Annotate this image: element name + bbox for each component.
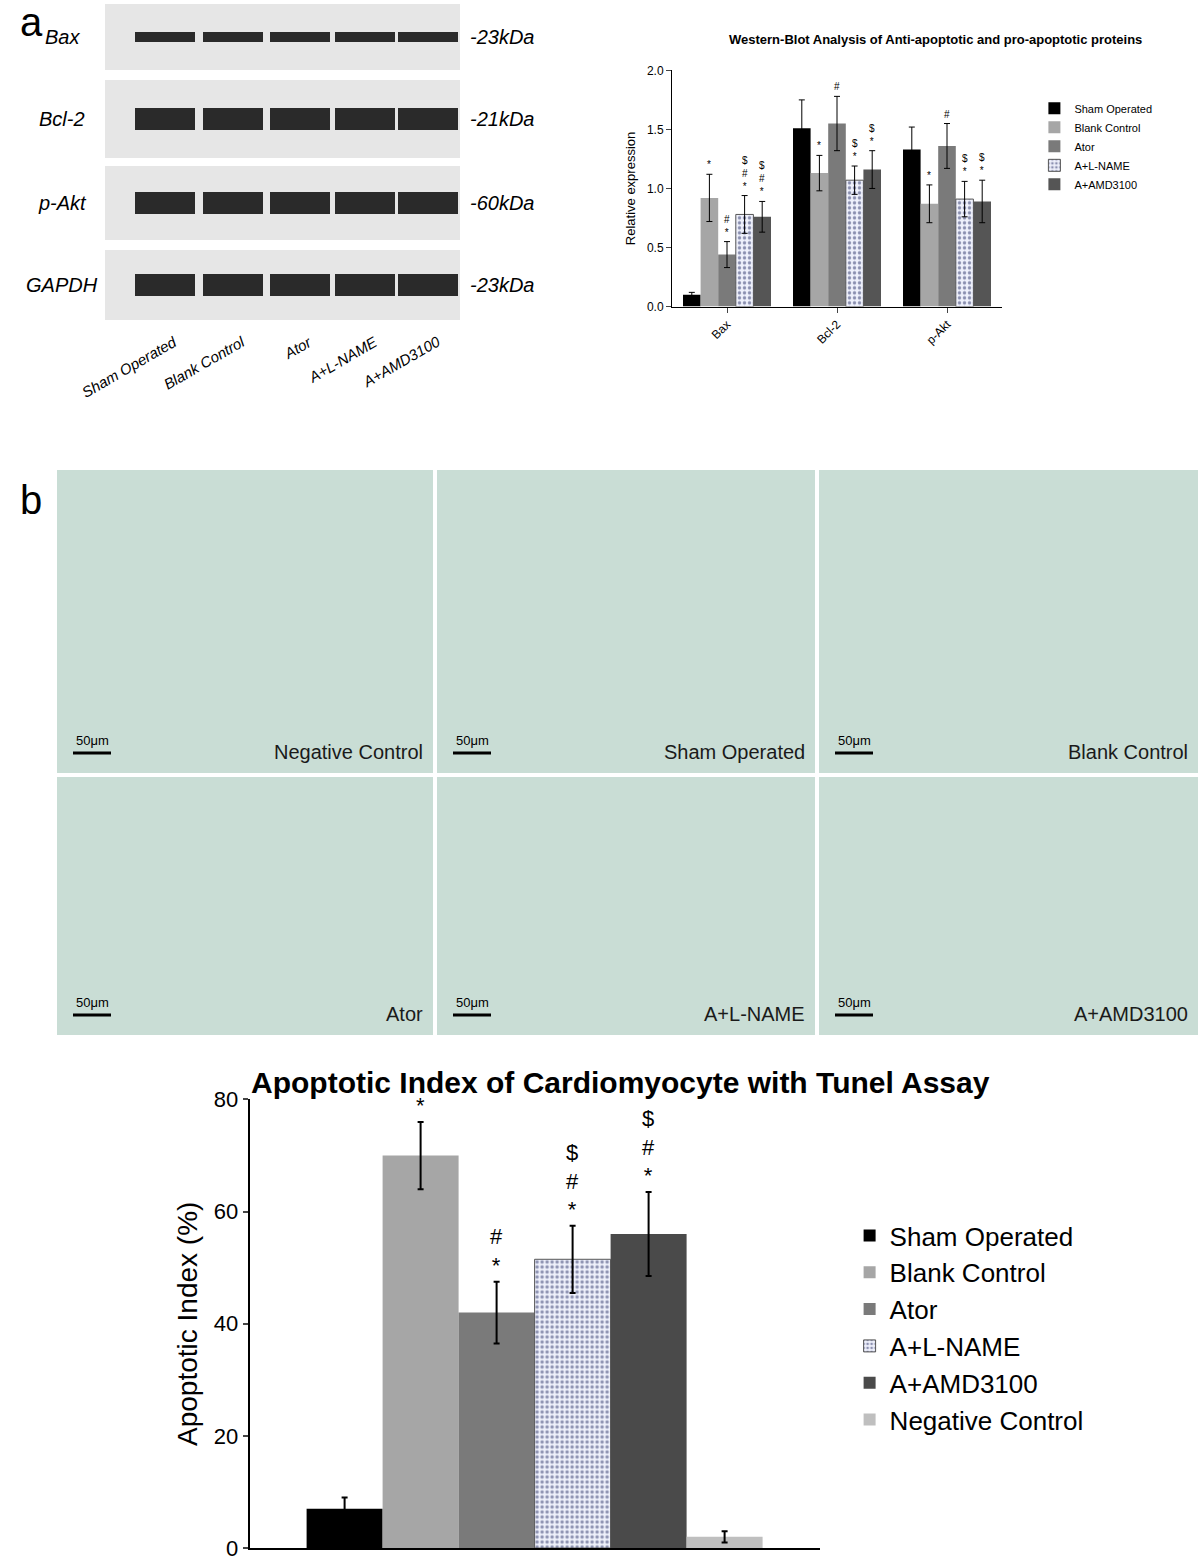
svg-text:60: 60 <box>214 1199 238 1224</box>
svg-text:$#*: $#* <box>642 1106 655 1188</box>
svg-text:p-Akt: p-Akt <box>924 317 954 347</box>
svg-text:20: 20 <box>214 1424 238 1449</box>
svg-text:a: a <box>20 0 43 44</box>
svg-text:Apoptotic Index (%): Apoptotic Index (%) <box>172 1202 203 1446</box>
svg-text:*: * <box>707 159 711 170</box>
svg-text:$#*: $#* <box>759 160 765 197</box>
svg-text:*: * <box>927 170 931 181</box>
svg-text:0: 0 <box>226 1536 238 1561</box>
svg-text:1.0: 1.0 <box>647 182 664 196</box>
svg-text:#: # <box>944 109 950 120</box>
svg-text:Negative Control: Negative Control <box>890 1406 1084 1436</box>
svg-text:*: * <box>817 140 821 151</box>
svg-text:Western-Blot Analysis of Anti-: Western-Blot Analysis of Anti-apoptotic … <box>729 32 1142 47</box>
svg-text:$#*: $#* <box>566 1140 579 1222</box>
svg-text:50μm: 50μm <box>76 733 109 748</box>
svg-text:Sham Operated: Sham Operated <box>890 1222 1074 1252</box>
svg-text:$*: $* <box>962 153 968 177</box>
svg-text:A+L-NAME: A+L-NAME <box>305 333 381 386</box>
svg-text:Apoptotic Index of Cardiomyocy: Apoptotic Index of Cardiomyocyte with Tu… <box>251 1066 990 1099</box>
svg-text:A+AMD3100: A+AMD3100 <box>1074 1003 1188 1025</box>
svg-text:*: * <box>416 1093 425 1118</box>
svg-text:A+L-NAME: A+L-NAME <box>1074 160 1129 172</box>
svg-text:2.0: 2.0 <box>647 64 664 78</box>
svg-text:GAPDH: GAPDH <box>26 274 98 296</box>
svg-text:Blank Control: Blank Control <box>890 1258 1046 1288</box>
svg-text:50μm: 50μm <box>456 995 489 1010</box>
svg-text:Ator: Ator <box>890 1295 938 1325</box>
svg-text:50μm: 50μm <box>838 995 871 1010</box>
svg-text:80: 80 <box>214 1087 238 1112</box>
svg-text:Blank Control: Blank Control <box>161 333 248 393</box>
svg-text:0.0: 0.0 <box>647 300 664 314</box>
svg-text:Blank Control: Blank Control <box>1074 122 1140 134</box>
svg-text:A+L-NAME: A+L-NAME <box>704 1003 805 1025</box>
svg-text:$*: $* <box>852 138 858 162</box>
svg-text:$*: $* <box>979 152 985 176</box>
svg-text:0.5: 0.5 <box>647 241 664 255</box>
svg-text:#: # <box>834 81 840 92</box>
svg-text:Relative expression: Relative expression <box>623 132 638 245</box>
svg-text:Ator: Ator <box>386 1003 423 1025</box>
svg-text:A+AMD3100: A+AMD3100 <box>359 332 443 390</box>
svg-text:-60kDa: -60kDa <box>470 192 534 214</box>
svg-text:-23kDa: -23kDa <box>470 274 534 296</box>
svg-text:#*: #* <box>724 214 730 238</box>
svg-text:#*: #* <box>490 1224 503 1278</box>
svg-text:Sham Operated: Sham Operated <box>1074 103 1152 115</box>
svg-text:Sham Operated: Sham Operated <box>664 741 805 763</box>
svg-text:$*: $* <box>869 123 875 147</box>
svg-text:A+L-NAME: A+L-NAME <box>890 1332 1021 1362</box>
svg-text:A+AMD3100: A+AMD3100 <box>1074 179 1137 191</box>
svg-text:Bax: Bax <box>709 317 734 342</box>
svg-text:Bcl-2: Bcl-2 <box>39 108 85 130</box>
svg-text:A+AMD3100: A+AMD3100 <box>890 1369 1038 1399</box>
svg-text:-21kDa: -21kDa <box>470 108 534 130</box>
svg-text:1.5: 1.5 <box>647 123 664 137</box>
svg-text:Sham Operated: Sham Operated <box>79 333 180 401</box>
svg-text:-23kDa: -23kDa <box>470 26 534 48</box>
svg-text:40: 40 <box>214 1311 238 1336</box>
svg-text:$#*: $#* <box>742 155 748 192</box>
svg-text:Ator: Ator <box>281 333 315 362</box>
svg-text:Bax: Bax <box>45 26 80 48</box>
svg-text:50μm: 50μm <box>456 733 489 748</box>
svg-text:Ator: Ator <box>1074 141 1095 153</box>
svg-text:b: b <box>20 478 42 522</box>
svg-text:Bcl-2: Bcl-2 <box>814 317 843 346</box>
svg-text:p-Akt: p-Akt <box>38 192 87 214</box>
svg-text:50μm: 50μm <box>76 995 109 1010</box>
svg-text:Negative Control: Negative Control <box>274 741 423 763</box>
svg-text:Blank Control: Blank Control <box>1068 741 1188 763</box>
svg-text:50μm: 50μm <box>838 733 871 748</box>
